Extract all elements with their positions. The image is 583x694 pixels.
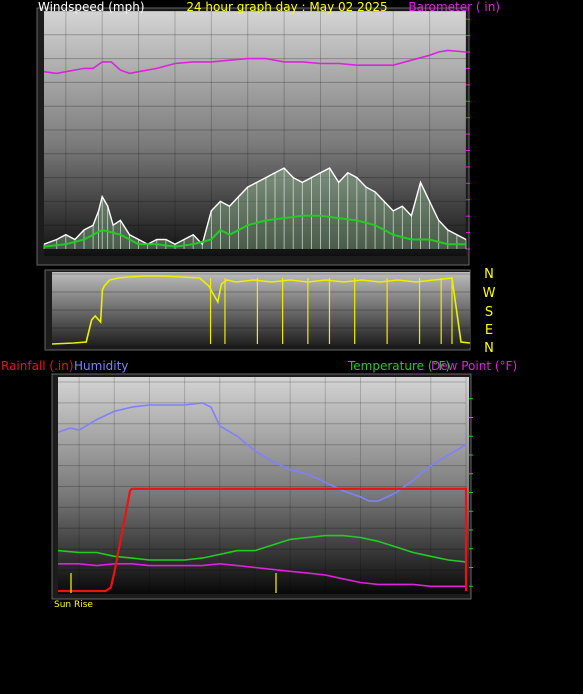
barometer-axis — [466, 18, 470, 250]
wind-grid — [44, 10, 467, 250]
compass-labels: N W S E N — [483, 267, 496, 356]
temperature-title: Temperature (°F) — [347, 359, 450, 373]
compass-label-n2: N — [484, 341, 494, 356]
humidity-line — [57, 402, 467, 502]
graph-title: 24 hour graph day : May 02 2025 — [186, 0, 387, 14]
compass-label-e: E — [485, 323, 493, 338]
direction-grid — [52, 273, 470, 347]
rain-grid — [58, 377, 467, 592]
barometer-line — [43, 49, 467, 75]
rain-series — [57, 402, 468, 593]
temperature-line — [57, 534, 467, 563]
direction-series — [51, 275, 471, 345]
dewpoint-title: Dew Point (°F) — [431, 359, 517, 373]
wind-series — [43, 49, 467, 249]
rainfall-title: Rainfall (.in) — [1, 359, 74, 373]
dewpoint-line — [58, 562, 466, 588]
compass-label-s: S — [485, 305, 493, 320]
windspeed-title: Windspeed (mph) — [38, 0, 145, 14]
direction-plot-area — [52, 272, 470, 348]
rainfall-line — [58, 487, 468, 593]
compass-label-w: W — [483, 286, 496, 301]
barometer-title: Barometer ( in) — [408, 0, 500, 14]
wind-plot-area — [44, 11, 466, 256]
wind-direction-line — [51, 275, 471, 345]
rain-axes — [469, 398, 473, 587]
wind-average-line — [43, 214, 466, 248]
wind-gust-band — [44, 168, 466, 249]
humidity-title: Humidity — [74, 359, 128, 373]
compass-label-n1: N — [484, 267, 494, 282]
sun-rise-label: Sun Rise — [54, 600, 93, 610]
